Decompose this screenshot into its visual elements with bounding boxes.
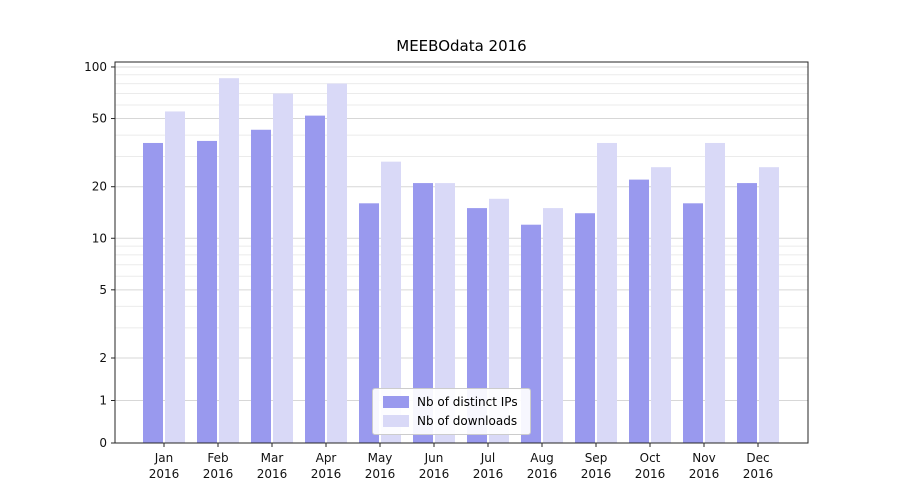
x-tick-label-month: Jan [154, 451, 174, 465]
x-tick-label-month: Mar [261, 451, 284, 465]
bar-distinct-ips [359, 203, 379, 443]
bar-distinct-ips [251, 129, 271, 443]
x-tick-label-year: 2016 [581, 467, 612, 481]
bar-downloads [651, 167, 671, 443]
plot-border [114, 61, 809, 444]
legend: Nb of distinct IPs Nb of downloads [372, 388, 531, 435]
x-tick-label-month: Jun [424, 451, 444, 465]
x-tick-label-month: Feb [207, 451, 228, 465]
x-tick-label-year: 2016 [473, 467, 504, 481]
y-tick-label: 100 [84, 60, 107, 74]
bar-distinct-ips [575, 213, 595, 443]
bar-downloads [219, 78, 239, 443]
x-tick-label-year: 2016 [419, 467, 450, 481]
legend-item: Nb of downloads [383, 414, 518, 428]
bar-distinct-ips [143, 142, 163, 444]
x-tick-label-year: 2016 [635, 467, 666, 481]
y-tick-label: 1 [99, 394, 107, 408]
bar-downloads [543, 208, 563, 443]
bar-distinct-ips [629, 179, 649, 443]
x-tick-label-year: 2016 [257, 467, 288, 481]
bar-downloads [489, 198, 509, 443]
bar-distinct-ips [197, 140, 217, 444]
x-tick-label-month: Dec [746, 451, 769, 465]
bar-downloads [165, 111, 185, 443]
bar-downloads [273, 93, 293, 443]
legend-swatch-downloads [383, 415, 409, 427]
legend-label-downloads: Nb of downloads [417, 414, 518, 428]
x-tick-label-month: Sep [585, 451, 608, 465]
bar-downloads [759, 167, 779, 443]
x-tick-label-month: Nov [692, 451, 715, 465]
legend-swatch-distinct-ips [383, 396, 409, 408]
x-tick-label-month: Aug [530, 451, 553, 465]
bar-downloads [597, 142, 617, 444]
bar-downloads [705, 142, 725, 444]
y-tick-label: 0 [99, 436, 107, 450]
x-tick-label-month: Apr [316, 451, 337, 465]
x-tick-label-year: 2016 [203, 467, 234, 481]
bar-distinct-ips [467, 208, 487, 443]
x-tick-label-month: May [368, 451, 393, 465]
x-tick-label-month: Oct [640, 451, 661, 465]
x-tick-label-month: Jul [480, 451, 495, 465]
bar-distinct-ips [737, 183, 757, 444]
x-tick-label-year: 2016 [689, 467, 720, 481]
x-tick-label-year: 2016 [149, 467, 180, 481]
y-tick-label: 20 [92, 180, 107, 194]
x-tick-label-year: 2016 [527, 467, 558, 481]
bar-distinct-ips [683, 203, 703, 443]
bar-downloads [327, 83, 347, 443]
y-tick-label: 50 [92, 112, 107, 126]
bar-distinct-ips [305, 115, 325, 444]
x-tick-label-year: 2016 [743, 467, 774, 481]
x-tick-label-year: 2016 [311, 467, 342, 481]
y-tick-label: 5 [99, 283, 107, 297]
bar-distinct-ips [413, 183, 433, 444]
x-tick-label-year: 2016 [365, 467, 396, 481]
y-tick-label: 2 [99, 351, 107, 365]
legend-label-distinct-ips: Nb of distinct IPs [417, 395, 518, 409]
y-tick-label: 10 [92, 231, 107, 245]
bar-downloads [381, 161, 401, 443]
bar-downloads [435, 183, 455, 444]
chart-title: MEEBOdata 2016 [396, 37, 527, 55]
legend-item: Nb of distinct IPs [383, 395, 518, 409]
